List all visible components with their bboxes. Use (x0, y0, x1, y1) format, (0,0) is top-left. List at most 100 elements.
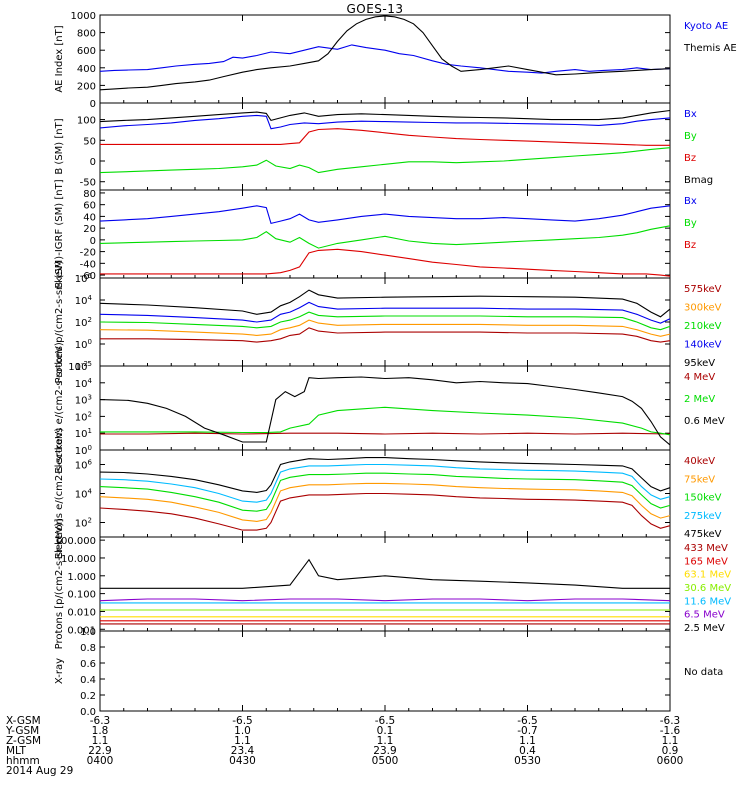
y-tick-label: 10.000 (61, 554, 96, 565)
y-tick-label: -60 (80, 271, 96, 282)
y-tick-label: 0 (90, 236, 96, 247)
legend-label: Bx (684, 109, 697, 120)
page-title: GOES-13 (346, 2, 404, 16)
series-line-bx (99, 114, 671, 130)
y-tick-label: 106 (75, 272, 93, 285)
legend-label: Bz (684, 153, 696, 164)
y-axis-label: AE Index [nT] (54, 25, 65, 92)
series-line-4-mev (100, 432, 671, 435)
legend-label: Bx (684, 196, 697, 207)
series-line-2-5-mev (100, 558, 670, 589)
legend-label: 2.5 MeV (684, 623, 725, 634)
y-tick-label: 0.0 (80, 707, 96, 718)
series-line-2-mev (100, 406, 671, 436)
series-line-210kev (99, 311, 671, 331)
legend-label: 475keV (684, 529, 722, 540)
series-line-150kev (99, 472, 671, 512)
y-axis-label: X-ray (54, 658, 65, 684)
legend-label: Bmag (684, 175, 713, 186)
legend-label: 4 MeV (684, 372, 715, 383)
legend-label: 75keV (684, 474, 715, 485)
series-line-themis-ae (99, 15, 671, 91)
y-tick-label: 0.010 (67, 607, 96, 618)
y-tick-label: 400 (77, 64, 96, 75)
series-line-6-5-mev (99, 598, 671, 602)
legend-label: 433 MeV (684, 543, 728, 554)
panel-annotation: No data (684, 667, 723, 678)
y-tick-label: 0.8 (80, 643, 96, 654)
legend-label: 95keV (684, 358, 715, 369)
y-tick-label: 1.000 (67, 572, 96, 583)
legend-label: 210keV (684, 321, 722, 332)
y-tick-label: 0.2 (80, 691, 96, 702)
legend-label: 6.5 MeV (684, 610, 725, 621)
y-tick-label: 100.000 (55, 536, 96, 547)
panel-frame (99, 102, 671, 191)
y-axis-label: B (SM)-IGRF (SM) [nT] (54, 179, 65, 288)
y-axis-label: Electrons e/(cm2-s-sr-keV) (54, 342, 65, 474)
y-tick-label: 0 (90, 157, 96, 168)
legend-label: 63.1 MeV (684, 570, 731, 581)
y-tick-label: 0 (90, 99, 96, 110)
legend-label: 150keV (684, 493, 722, 504)
series-line-575kev (100, 327, 671, 343)
series-line-95kev (99, 289, 671, 318)
y-tick-label: 1.0 (80, 627, 96, 638)
y-tick-label: 60 (83, 201, 96, 212)
y-tick-label: 103 (75, 394, 92, 407)
y-tick-label: 0.100 (67, 590, 96, 601)
series-line-bz (100, 248, 671, 277)
y-tick-label: 20 (83, 224, 96, 235)
legend-label: 140keV (684, 340, 722, 351)
y-tick-label: 80 (83, 189, 96, 200)
series-line-by (99, 225, 671, 249)
panel-frame (99, 630, 671, 712)
series-line-140kev (99, 301, 671, 324)
y-tick-label: 0.001 (67, 625, 96, 636)
legend-label: 30.6 MeV (684, 583, 731, 594)
y-tick-label: -40 (80, 259, 96, 270)
legend-label: 2 MeV (684, 394, 715, 405)
series-line-bz (100, 128, 670, 146)
series-line-475kev (99, 457, 671, 493)
y-tick-label: 104 (75, 488, 93, 501)
y-tick-label: 102 (75, 517, 92, 530)
y-tick-label: 101 (75, 427, 92, 440)
y-tick-label: 800 (77, 29, 96, 40)
y-tick-label: 1000 (71, 11, 96, 22)
legend-label: 575keV (684, 284, 722, 295)
y-tick-label: 100 (75, 338, 92, 351)
series-line-0-6-mev (99, 376, 671, 446)
y-tick-label: 50 (83, 136, 96, 147)
y-axis-label: Electrons e/(cm2-s-sr-keV) (54, 428, 65, 560)
y-tick-label: 102 (75, 410, 92, 423)
y-tick-label: 104 (75, 377, 93, 390)
series-line-275kev (99, 463, 671, 503)
y-tick-label: 0.6 (80, 659, 96, 670)
y-tick-label: 100 (75, 444, 92, 457)
legend-label: 40keV (684, 456, 715, 467)
y-axis-label: B (SM) [nT] (54, 118, 65, 174)
legend-label: 300keV (684, 303, 722, 314)
y-tick-label: 100 (77, 116, 96, 127)
y-tick-label: 102 (75, 316, 92, 329)
legend-label: 0.6 MeV (684, 416, 725, 427)
legend-label: Bz (684, 240, 696, 251)
y-tick-label: -20 (80, 248, 96, 259)
panel-frame (99, 189, 671, 279)
legend-label: Kyoto AE (684, 21, 728, 32)
legend-label: By (684, 131, 697, 142)
series-line-300kev (99, 319, 671, 337)
series-line-by (99, 147, 671, 174)
y-axis-label: Protons p/(cm2-s-sr-keV) (54, 260, 65, 383)
legend-label: 11.6 MeV (684, 596, 731, 607)
series-line-75kev (99, 482, 671, 522)
y-tick-label: 600 (77, 46, 96, 57)
y-tick-label: 0.4 (80, 675, 96, 686)
series-line-40kev (99, 492, 671, 531)
date-label: 2014 Aug 29 (6, 765, 74, 777)
series-line-bx (99, 205, 671, 225)
panel-frame (99, 277, 671, 367)
series-line-kyoto-ae (99, 44, 671, 74)
